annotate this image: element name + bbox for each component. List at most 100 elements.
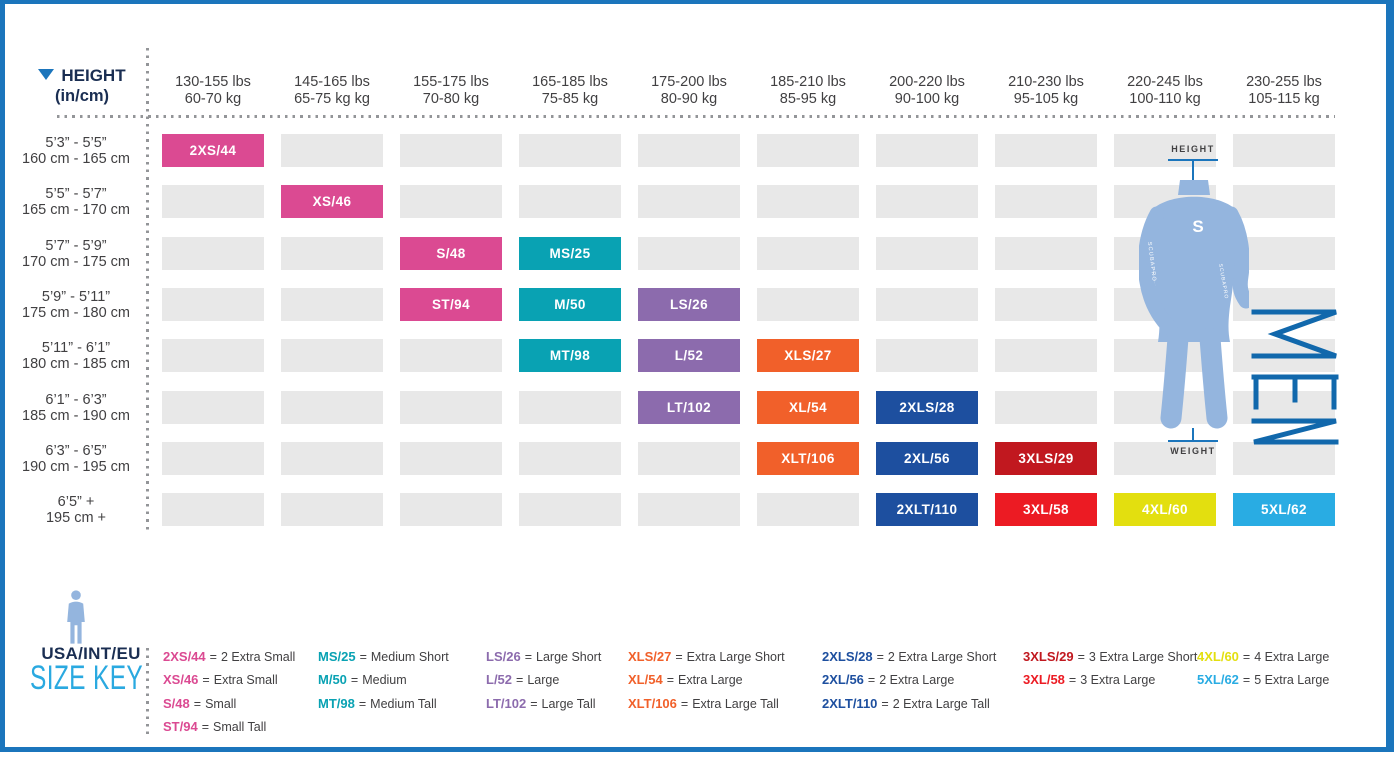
equals-sign: = [1077, 650, 1085, 664]
weight-column-header: 130-155 lbs 60-70 kg [138, 74, 288, 107]
size-cell-label: 5XL/62 [1261, 502, 1307, 517]
empty-cell [995, 185, 1097, 218]
weight-column-header: 220-245 lbs 100-110 kg [1090, 74, 1240, 107]
empty-cell [1233, 185, 1335, 218]
size-cell-5xl-62: 5XL/62 [1233, 493, 1335, 526]
size-code: LT/102 [486, 695, 527, 711]
weight-measure-tick [1192, 428, 1194, 441]
height-metric: 185 cm - 190 cm [22, 408, 130, 424]
size-code: XS/46 [163, 672, 199, 688]
height-row-label: 5’11” - 6’1” 180 cm - 185 cm [8, 340, 144, 372]
wetsuit-right-arm [1223, 206, 1249, 309]
row-label-divider-dotted-line [146, 48, 149, 530]
weight-lbs: 210-230 lbs [1008, 74, 1084, 90]
empty-cell [281, 391, 383, 424]
size-code: M/50 [318, 672, 347, 688]
equals-sign: = [881, 696, 889, 711]
empty-cell [162, 442, 264, 475]
size-cell-label: M/50 [554, 297, 586, 312]
equals-sign: = [876, 650, 884, 664]
size-code: 2XS/44 [163, 649, 206, 664]
size-cell-label: 3XL/58 [1023, 502, 1069, 517]
weight-column-header: 185-210 lbs 85-95 kg [733, 74, 883, 107]
height-row-label: 5’7” - 5’9” 170 cm - 175 cm [8, 238, 144, 270]
size-cell-label: XL/54 [788, 400, 828, 415]
size-key-entry: XS/46 = Extra Small [163, 672, 278, 688]
height-imperial: 5’5” - 5’7” [45, 186, 107, 202]
empty-cell [281, 339, 383, 372]
size-cell-label: 2XLT/110 [896, 502, 958, 517]
size-code: 4XL/60 [1197, 649, 1239, 664]
empty-cell [995, 288, 1097, 321]
equals-sign: = [209, 650, 217, 664]
size-cell-label: 2XS/44 [189, 143, 237, 158]
size-code: XLT/106 [628, 695, 677, 711]
size-cell-ls-26: LS/26 [638, 288, 740, 321]
empty-cell [638, 134, 740, 167]
size-cell-label: 2XL/56 [904, 451, 950, 466]
equals-sign: = [867, 673, 876, 688]
wetsuit-left-leg [1160, 327, 1189, 429]
weight-column-header: 155-175 lbs 70-80 kg [376, 74, 526, 107]
empty-cell [757, 134, 859, 167]
empty-cell [162, 493, 264, 526]
size-key-region-label: USA/INT/EU [41, 644, 141, 663]
equals-sign: = [202, 673, 210, 688]
equals-sign: = [1068, 673, 1077, 688]
empty-cell [519, 442, 621, 475]
size-key-entry: 2XLT/110 = 2 Extra Large Tall [822, 696, 990, 711]
weight-kg: 75-85 kg [541, 90, 599, 107]
empty-cell [995, 134, 1097, 167]
weight-lbs: 155-175 lbs [413, 74, 489, 90]
empty-cell [400, 493, 502, 526]
size-cell-4xl-60: 4XL/60 [1114, 493, 1216, 526]
equals-sign: = [201, 720, 209, 735]
empty-cell [638, 493, 740, 526]
brand-logo-s: S [1192, 217, 1203, 236]
size-cell-ms-25: MS/25 [519, 237, 621, 270]
height-metric: 170 cm - 175 cm [22, 254, 130, 270]
empty-cell [281, 237, 383, 270]
weight-kg: 65-75 kg kg [294, 90, 370, 107]
size-code: LS/26 [486, 649, 521, 664]
empty-cell [876, 339, 978, 372]
equals-sign: = [675, 650, 683, 664]
empty-cell [995, 391, 1097, 424]
height-metric: 180 cm - 185 cm [22, 356, 130, 372]
weight-lbs: 185-210 lbs [770, 74, 846, 90]
size-code: 5XL/62 [1197, 672, 1239, 688]
height-row-label: 6’1” - 6’3” 185 cm - 190 cm [8, 392, 144, 424]
size-code: XLS/27 [628, 649, 672, 664]
empty-cell [400, 339, 502, 372]
size-description: Large Tall [541, 696, 596, 711]
weight-lbs: 175-200 lbs [651, 74, 727, 90]
height-metric: 175 cm - 180 cm [22, 305, 130, 321]
equals-sign: = [1242, 650, 1251, 664]
size-description: 2 Extra Small [220, 650, 296, 664]
size-cell-xls-27: XLS/27 [757, 339, 859, 372]
weight-column-header: 145-165 lbs 65-75 kg kg [257, 74, 407, 107]
size-code: 3XLS/29 [1023, 649, 1074, 664]
size-cell-2xls-28: 2XLS/28 [876, 391, 978, 424]
size-cell-label: MS/25 [549, 246, 591, 261]
size-cell-2xl-56: 2XL/56 [876, 442, 978, 475]
height-row-label: 5’5” - 5’7” 165 cm - 170 cm [8, 186, 144, 218]
equals-sign: = [680, 696, 689, 711]
empty-cell [876, 237, 978, 270]
empty-cell [1114, 134, 1216, 167]
size-cell-s-48: S/48 [400, 237, 502, 270]
weight-column-header: 165-185 lbs 75-85 kg [495, 74, 645, 107]
size-cell-label: LS/26 [669, 297, 709, 312]
size-cell-label: XS/46 [312, 194, 352, 209]
empty-cell [995, 237, 1097, 270]
height-metric: 190 cm - 195 cm [22, 459, 130, 475]
equals-sign: = [1242, 673, 1251, 688]
weight-lbs: 200-220 lbs [889, 74, 965, 90]
size-key-entry: 3XL/58 = 3 Extra Large [1023, 673, 1155, 688]
size-key-entry: LS/26 = Large Short [486, 649, 601, 665]
weight-lbs: 130-155 lbs [175, 74, 251, 90]
size-code: XL/54 [628, 672, 663, 688]
empty-cell [400, 442, 502, 475]
empty-cell [281, 493, 383, 526]
size-cell-3xls-29: 3XLS/29 [995, 442, 1097, 475]
